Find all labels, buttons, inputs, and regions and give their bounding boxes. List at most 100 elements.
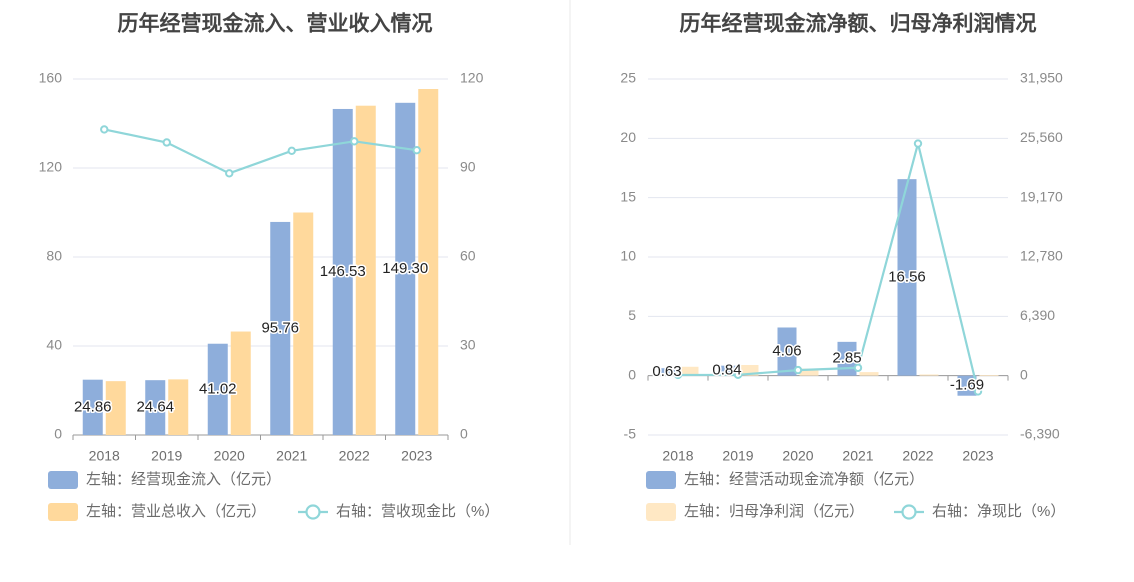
legend-entry-label: 右轴：净现比（%） — [932, 503, 1065, 520]
chart-right: 历年经营现金流净额、归母净利润情况 -5 0 5 10 15 20 25 -6,390 0 6,39… — [620, 12, 1065, 521]
right-axis-tick-label: 31,950 — [1020, 70, 1063, 86]
bar-primary — [957, 375, 977, 396]
series-point — [673, 370, 683, 380]
bar-secondary — [293, 212, 314, 435]
right-axis-tick-label: 90 — [460, 159, 476, 175]
series-line — [677, 143, 980, 392]
legend-swatch-bar — [48, 503, 78, 521]
chart-title: 历年经营现金流入、营业收入情况 — [118, 12, 433, 36]
data-label: 41.02 — [199, 380, 237, 397]
bar-primary — [270, 221, 291, 435]
data-label: 149.30 — [382, 260, 428, 277]
data-label: 0.63 — [652, 363, 681, 380]
left-axis-tick-label: 5 — [628, 307, 636, 323]
data-label: 146.53 — [320, 263, 366, 280]
data-label: 0.84 — [712, 362, 741, 379]
x-axis-tick-label: 2022 — [339, 448, 370, 464]
bar-secondary — [739, 364, 759, 376]
bar-secondary — [919, 374, 939, 376]
bar-secondary — [418, 89, 439, 435]
right-axis-tick-label: 120 — [460, 70, 484, 86]
left-axis-tick-label: 20 — [620, 129, 636, 145]
series-point — [913, 139, 923, 148]
data-label: 16.56 — [888, 268, 926, 285]
left-axis-tick-label: 10 — [620, 248, 636, 264]
x-axis-tick-label: 2018 — [89, 448, 120, 464]
bar-primary — [717, 365, 737, 376]
left-axis-tick-label: 0 — [54, 426, 62, 442]
left-axis-tick-label: 25 — [620, 70, 636, 86]
series-point — [225, 169, 234, 178]
right-axis-tick-label: -6,390 — [1020, 426, 1060, 442]
left-axis-tick-label: 160 — [39, 70, 63, 86]
legend-swatch-bar — [646, 471, 676, 489]
legend-swatch-bar — [48, 471, 78, 489]
series-point — [350, 137, 359, 146]
series-line — [104, 128, 417, 175]
data-label: 2.85 — [832, 350, 861, 367]
series-point — [162, 138, 171, 147]
x-axis-tick-label: 2023 — [401, 448, 432, 464]
legend-entry-label: 右轴：营收现金比（%） — [336, 503, 499, 520]
bar-primary — [207, 343, 228, 435]
bar-secondary — [230, 331, 251, 435]
right-axis-tick-label: 0 — [460, 426, 468, 442]
series-point — [733, 370, 743, 380]
chart-title: 历年经营现金流净额、归母净利润情况 — [680, 12, 1037, 36]
series-point — [973, 387, 983, 396]
left-axis-tick-label: 40 — [46, 337, 62, 353]
series-point — [287, 146, 296, 155]
legend-entry-label: 左轴：营业总收入（亿元） — [86, 503, 266, 520]
x-axis-tick-label: 2019 — [722, 448, 753, 464]
bar-primary — [657, 368, 677, 376]
right-axis-tick-label: 12,780 — [1020, 248, 1063, 264]
bar-secondary — [799, 368, 819, 376]
legend-entry-label: 左轴：经营现金流入（亿元） — [86, 471, 281, 488]
data-label: 24.64 — [136, 399, 174, 416]
left-axis-tick-label: 15 — [620, 188, 636, 204]
bar-secondary — [979, 375, 999, 376]
x-axis-tick-label: 2018 — [662, 448, 693, 464]
series-point — [100, 125, 109, 134]
bar-primary — [332, 108, 353, 435]
data-label: 24.86 — [74, 398, 112, 415]
x-axis-tick-label: 2021 — [276, 448, 307, 464]
bar-secondary — [859, 372, 879, 376]
right-axis-tick-label: 19,170 — [1020, 188, 1063, 204]
legend-entry-label: 左轴：归母净利润（亿元） — [684, 503, 864, 520]
series-point — [793, 365, 803, 375]
left-axis-tick-label: 120 — [39, 159, 63, 175]
left-axis-tick-label: -5 — [624, 426, 637, 442]
right-axis-tick-label: 6,390 — [1020, 307, 1055, 323]
legend-swatch-marker — [305, 504, 321, 520]
right-axis-tick-label: 0 — [1020, 366, 1028, 382]
bar-primary — [897, 179, 917, 376]
right-axis-tick-label: 25,560 — [1020, 129, 1063, 145]
series-point — [853, 363, 863, 372]
legend-swatch-marker — [901, 504, 917, 520]
x-axis-tick-label: 2020 — [782, 448, 813, 464]
x-axis-tick-label: 2023 — [962, 448, 993, 464]
legend-swatch-bar — [646, 503, 676, 521]
data-label: 95.76 — [261, 319, 299, 336]
bar-primary — [395, 102, 416, 436]
x-axis-tick-label: 2019 — [151, 448, 182, 464]
legend-entry-label: 左轴：经营活动现金流净额（亿元） — [684, 471, 924, 488]
data-label: -1.69 — [950, 377, 984, 394]
left-axis-tick-label: 80 — [46, 248, 62, 264]
bar-primary — [145, 380, 166, 435]
right-axis-tick-label: 60 — [460, 248, 476, 264]
x-axis-tick-label: 2022 — [902, 448, 933, 464]
x-axis-tick-label: 2021 — [842, 448, 873, 464]
chart-left: 历年经营现金流入、营业收入情况 0 40 80 120 160 0 30 60 90 120 2018… — [39, 12, 499, 521]
left-axis-tick-label: 0 — [628, 366, 636, 382]
data-label: 4.06 — [772, 343, 801, 360]
bar-primary — [82, 379, 103, 435]
bar-secondary — [679, 366, 699, 376]
bar-secondary — [168, 379, 189, 435]
series-point — [412, 146, 421, 155]
right-axis-tick-label: 30 — [460, 337, 476, 353]
bar-secondary — [105, 381, 126, 435]
